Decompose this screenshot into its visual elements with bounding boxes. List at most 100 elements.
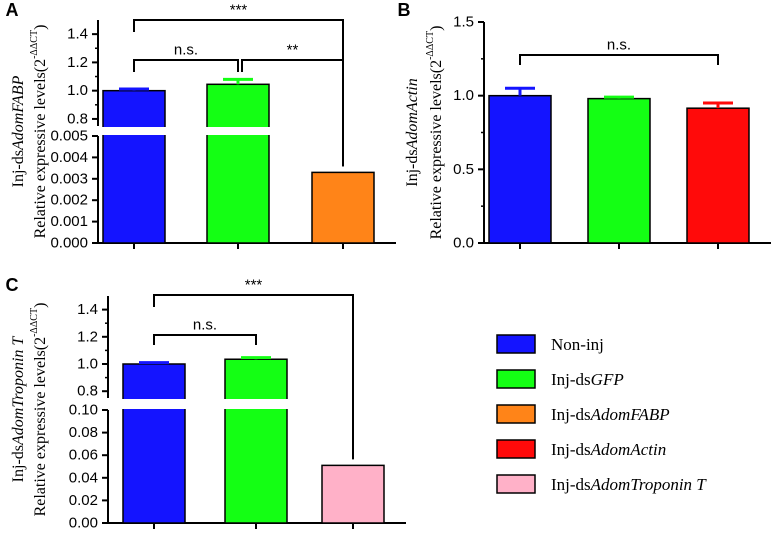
y-label-close: ) bbox=[32, 303, 49, 308]
legend-swatch bbox=[496, 334, 536, 354]
legend-gene: GFP bbox=[591, 370, 624, 389]
significance-bracket: *** bbox=[153, 277, 354, 460]
bar-3 bbox=[311, 171, 375, 244]
legend-prefix: Inj-ds bbox=[551, 475, 591, 494]
legend-item: Inj-dsAdomActin bbox=[496, 439, 666, 459]
legend-item: Inj-dsAdomTroponin T bbox=[496, 474, 707, 494]
legend-label: Non-inj bbox=[551, 335, 604, 354]
significance-bracket: *** bbox=[133, 2, 344, 167]
y-label-prefix: Inj-ds bbox=[10, 150, 27, 187]
significance-label: *** bbox=[245, 277, 263, 294]
y-tick-label: 0.005 bbox=[50, 128, 88, 145]
y-label-gene: AdomFABP bbox=[10, 75, 27, 151]
y-label-gene: AdomTroponin T bbox=[10, 336, 27, 446]
legend-label: Inj-dsAdomActin bbox=[551, 440, 666, 459]
y-tick-label: 0.003 bbox=[50, 170, 88, 187]
y-label-close: ) bbox=[428, 26, 445, 31]
legend: Non-injInj-dsGFPInj-dsAdomFABPInj-dsAdom… bbox=[496, 334, 707, 494]
bar-2 bbox=[587, 97, 651, 244]
legend-prefix: Inj-ds bbox=[551, 405, 591, 424]
y-tick-label: 0.0 bbox=[453, 235, 474, 252]
y-label-prefix: Inj-ds bbox=[10, 445, 27, 482]
y-label-main: Relative expressive levels(2 bbox=[32, 337, 49, 517]
y-tick-label: 0.002 bbox=[50, 192, 88, 209]
y-tick-label: 1.2 bbox=[67, 54, 88, 71]
panel-letter-a: A bbox=[6, 0, 19, 20]
y-axis-gene-label: Inj-dsAdomTroponin T bbox=[10, 336, 27, 483]
legend-item: Inj-dsGFP bbox=[496, 369, 624, 389]
legend-gene: AdomActin bbox=[590, 440, 667, 459]
bar-1 bbox=[122, 363, 186, 524]
y-tick-label: 0.8 bbox=[67, 110, 88, 127]
legend-item: Inj-dsAdomFABP bbox=[496, 404, 670, 424]
legend-item: Non-inj bbox=[496, 334, 604, 354]
y-tick-label: 0.8 bbox=[77, 383, 98, 400]
legend-prefix: Non-inj bbox=[551, 335, 604, 354]
significance-bracket: n.s. bbox=[133, 42, 239, 72]
legend-label: Inj-dsAdomTroponin T bbox=[551, 475, 707, 494]
bar-3 bbox=[321, 464, 385, 524]
y-tick-label: 1.4 bbox=[67, 26, 88, 43]
y-label-superscript: -ΔΔCT bbox=[425, 31, 436, 60]
bar-3 bbox=[686, 107, 750, 244]
y-axis-measure-label: Relative expressive levels(2-ΔΔCT) bbox=[29, 303, 49, 517]
bracket-line bbox=[133, 19, 344, 167]
y-tick-label: 0.10 bbox=[69, 402, 98, 419]
y-label-prefix: Inj-ds bbox=[404, 149, 421, 186]
y-tick-label: 0.004 bbox=[50, 149, 88, 166]
legend-swatch bbox=[496, 439, 536, 459]
legend-swatch bbox=[496, 369, 536, 389]
panel-a: A 0.8 1.0 1.2 1.4 0.000 0.001 0.002 0.003 0.004 0.… bbox=[6, 0, 398, 252]
legend-label: Inj-dsAdomFABP bbox=[551, 405, 670, 424]
bracket-line bbox=[153, 294, 354, 460]
y-label-close: ) bbox=[32, 25, 49, 30]
legend-gene: AdomTroponin T bbox=[590, 475, 708, 494]
y-tick-label: 0.06 bbox=[69, 447, 98, 464]
bracket-line bbox=[133, 59, 239, 72]
y-tick-label: 0.000 bbox=[50, 235, 88, 252]
y-label-main: Relative expressive levels(2 bbox=[428, 60, 445, 240]
bar-2 bbox=[206, 83, 270, 244]
y-axis-gene-label: Inj-dsAdomActin bbox=[404, 78, 421, 186]
axis-break bbox=[100, 399, 408, 409]
panel-c: C 0.8 1.0 1.2 1.4 0.00 0.02 0.04 0.06 0.08 0.10 Inj… bbox=[6, 275, 408, 532]
bracket-line bbox=[519, 54, 719, 65]
y-axis-measure-label: Relative expressive levels(2-ΔΔCT) bbox=[29, 25, 49, 239]
legend-swatch bbox=[496, 404, 536, 424]
significance-bracket: n.s. bbox=[153, 317, 257, 345]
y-tick-label: 0.08 bbox=[69, 424, 98, 441]
y-label-gene: AdomActin bbox=[404, 78, 421, 150]
bar-1 bbox=[102, 89, 166, 244]
y-axis-measure-label: Relative expressive levels(2-ΔΔCT) bbox=[425, 26, 445, 240]
y-label-main: Relative expressive levels(2 bbox=[32, 59, 49, 239]
legend-prefix: Inj-ds bbox=[551, 370, 591, 389]
significance-label: ** bbox=[287, 42, 299, 59]
significance-label: n.s. bbox=[607, 37, 631, 54]
panel-letter-c: C bbox=[6, 275, 19, 295]
bar-2 bbox=[224, 358, 288, 524]
significance-bracket: n.s. bbox=[519, 37, 719, 65]
y-tick-label: 0.5 bbox=[453, 161, 474, 178]
legend-prefix: Inj-ds bbox=[551, 440, 591, 459]
y-tick-label: 1.0 bbox=[67, 82, 88, 99]
y-tick-label: 1.5 bbox=[453, 14, 474, 31]
legend-label: Inj-dsGFP bbox=[551, 370, 624, 389]
y-tick-label: 0.00 bbox=[69, 515, 98, 532]
y-tick-label: 1.2 bbox=[77, 328, 98, 345]
significance-label: n.s. bbox=[193, 317, 217, 334]
y-tick-label: 0.001 bbox=[50, 213, 88, 230]
y-tick-label: 0.04 bbox=[69, 469, 98, 486]
y-tick-label: 1.0 bbox=[77, 356, 98, 373]
panel-letter-b: B bbox=[398, 0, 411, 20]
bracket-line bbox=[153, 334, 257, 345]
bar-1 bbox=[488, 94, 552, 244]
significance-label: *** bbox=[230, 2, 248, 19]
y-label-superscript: -ΔΔCT bbox=[29, 308, 40, 337]
axis-break bbox=[90, 127, 398, 135]
y-tick-label: 1.4 bbox=[77, 301, 98, 318]
legend-swatch bbox=[496, 474, 536, 494]
y-tick-label: 0.02 bbox=[69, 492, 98, 509]
significance-label: n.s. bbox=[174, 42, 198, 59]
